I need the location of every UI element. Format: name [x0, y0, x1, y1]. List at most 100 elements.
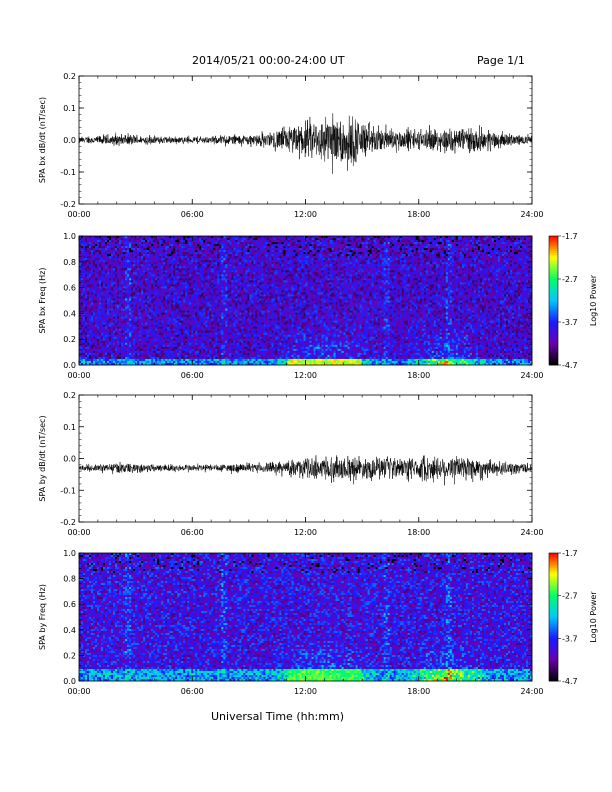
spectrogram-cell — [147, 258, 150, 261]
spectrogram-cell — [147, 292, 150, 295]
spectrogram-cell — [131, 360, 134, 364]
spectrogram-cell — [229, 256, 232, 259]
spectrogram-cell — [91, 326, 94, 330]
spectrogram-cell — [185, 306, 188, 309]
spectrogram-cell — [163, 348, 166, 352]
spectrogram-cell — [131, 286, 134, 289]
spectrogram-cell — [159, 286, 162, 289]
spectrogram-cell — [91, 304, 94, 307]
spectrogram-cell — [85, 244, 88, 247]
spectrogram-cell — [81, 302, 84, 305]
spectrogram-cell — [179, 356, 182, 360]
spectrogram-cell — [95, 306, 98, 309]
spectrogram-cell — [85, 288, 88, 291]
spectrogram-cell — [219, 242, 222, 245]
spectrogram-cell — [119, 302, 122, 305]
spectrogram-cell — [79, 280, 82, 283]
spectrogram-cell — [223, 358, 226, 362]
spectrogram-cell — [143, 312, 146, 315]
spectrogram-cell — [183, 308, 186, 311]
spectrogram-cell — [137, 322, 140, 325]
spectrogram-cell — [131, 260, 134, 263]
spectrogram-cell — [169, 356, 172, 360]
spectrogram-cell — [127, 276, 130, 279]
spectrogram-cell — [181, 250, 184, 253]
spectrogram-cell — [99, 324, 102, 328]
spectrogram-cell — [227, 302, 230, 305]
spectrogram-cell — [181, 338, 184, 342]
spectrogram-cell — [221, 332, 224, 336]
spectrogram-cell — [221, 248, 224, 251]
spectrogram-cell — [115, 362, 118, 366]
spectrogram-cell — [219, 244, 222, 247]
spectrogram-cell — [97, 328, 100, 332]
spectrogram-cell — [129, 238, 132, 241]
spectrogram-cell — [163, 288, 166, 291]
spectrogram-cell — [157, 362, 160, 366]
spectrogram-cell — [177, 314, 180, 317]
spectrogram-cell — [153, 262, 156, 265]
spectrogram-cell — [211, 288, 214, 291]
spectrogram-cell — [169, 282, 172, 285]
spectrogram-cell — [81, 326, 84, 330]
spectrogram-cell — [103, 238, 106, 241]
spectrogram-cell — [153, 274, 156, 277]
spectrogram-cell — [211, 298, 214, 301]
spectrogram-cell — [197, 362, 200, 366]
spectrogram-cell — [201, 294, 204, 297]
spectrogram-cell — [107, 308, 110, 311]
spectrogram-cell — [217, 238, 220, 241]
spectrogram-cell — [171, 266, 174, 269]
spectrogram-cell — [83, 304, 86, 307]
spectrogram-cell — [163, 314, 166, 317]
spectrogram-cell — [95, 330, 98, 334]
spectrogram-cell — [195, 354, 198, 358]
spectrogram-cell — [127, 358, 130, 362]
spectrogram-cell — [135, 350, 138, 354]
spectrogram-cell — [159, 310, 162, 313]
spectrogram-cell — [135, 362, 138, 366]
spectrogram-cell — [133, 288, 136, 291]
spectrogram-cell — [213, 352, 216, 356]
spectrogram-cell — [191, 284, 194, 287]
spectrogram-cell — [201, 354, 204, 358]
spectrogram-cell — [133, 238, 136, 241]
spectrogram-cell — [201, 330, 204, 334]
spectrogram-cell — [217, 262, 220, 265]
spectrogram-cell — [153, 308, 156, 311]
spectrogram-cell — [213, 248, 216, 251]
spectrogram-cell — [163, 354, 166, 358]
spectrogram-cell — [135, 272, 138, 275]
spectrogram-cell — [139, 326, 142, 330]
spectrogram-cell — [227, 296, 230, 299]
spectrogram-cell — [123, 268, 126, 271]
spectrogram-cell — [165, 252, 168, 255]
spectrogram-cell — [85, 280, 88, 283]
spectrogram-cell — [169, 250, 172, 253]
spectrogram-cell — [161, 274, 164, 277]
spectrogram-cell — [105, 328, 108, 332]
spectrogram-cell — [143, 244, 146, 247]
spectrogram-cell — [165, 306, 168, 309]
spectrogram-cell — [181, 336, 184, 340]
spectrogram-cell — [199, 254, 202, 257]
spectrogram-cell — [167, 290, 170, 293]
spectrogram-cell — [167, 250, 170, 253]
spectrogram-cell — [113, 328, 116, 332]
spectrogram-cell — [79, 354, 82, 358]
spectrogram-cell — [111, 294, 114, 297]
spectrogram-cell — [121, 342, 124, 346]
spectrogram-cell — [217, 274, 220, 277]
spectrogram-cell — [145, 324, 148, 328]
spectrogram-cell — [143, 362, 146, 366]
spectrogram-cell — [183, 248, 186, 251]
spectrogram-cell — [201, 238, 204, 241]
spectrogram-cell — [147, 282, 150, 285]
spectrogram-cell — [157, 294, 160, 297]
spectrogram-cell — [115, 324, 118, 328]
spectrogram-cell — [103, 262, 106, 265]
spectrogram-cell — [111, 328, 114, 332]
spectrogram-cell — [209, 236, 212, 239]
spectrogram-cell — [139, 350, 142, 354]
spectrogram-cell — [149, 284, 152, 287]
